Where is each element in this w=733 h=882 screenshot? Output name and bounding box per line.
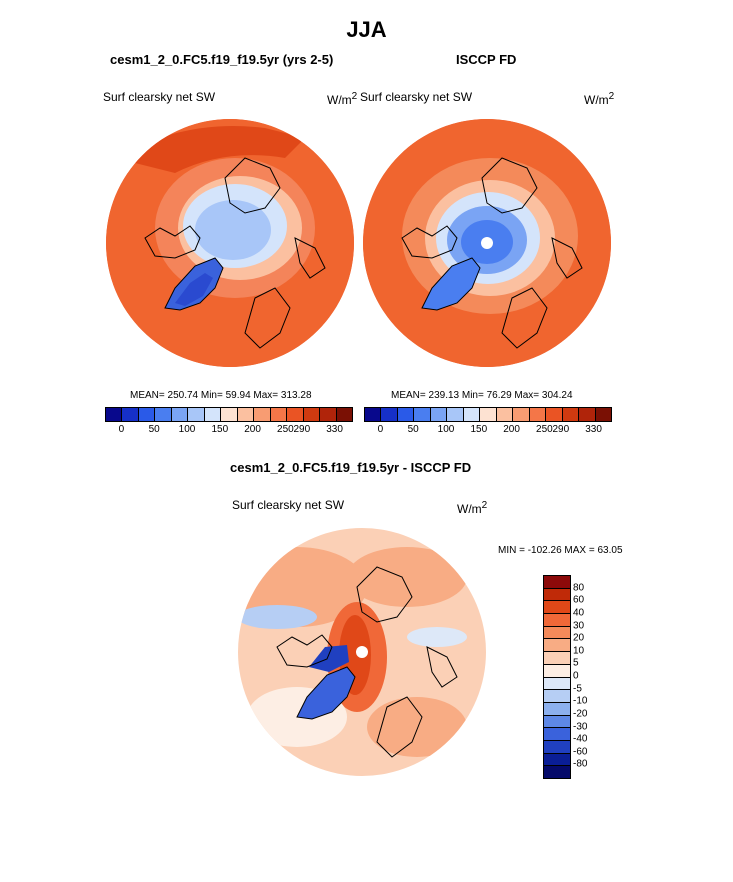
colorbar-swatch xyxy=(544,601,570,615)
colorbar-swatch xyxy=(365,408,382,421)
colorbar-tick-label: -30 xyxy=(573,721,588,732)
colorbar-swatch xyxy=(320,408,337,421)
left-variable-label: Surf clearsky net SW xyxy=(103,90,216,104)
right-stats: MEAN= 239.13 Min= 76.29 Max= 304.24 xyxy=(391,390,573,401)
colorbar-tick-label: 5 xyxy=(573,657,579,669)
colorbar-swatch xyxy=(544,702,570,716)
colorbar-tick-label: 290 xyxy=(552,424,570,435)
colorbar-tick-label: 100 xyxy=(437,424,455,435)
colorbar-tick-label: 80 xyxy=(573,582,585,594)
colorbar-tick-label: 150 xyxy=(211,424,229,435)
colorbar-tick-label: 50 xyxy=(407,424,419,435)
colorbar-tick-label: 100 xyxy=(178,424,196,435)
colorbar-tick-label: -20 xyxy=(573,708,588,720)
colorbar-swatch xyxy=(544,740,570,754)
colorbar-swatch xyxy=(562,408,580,421)
right-polar-map xyxy=(363,119,611,367)
colorbar-swatch xyxy=(171,408,189,421)
right-units-label: W/m2 xyxy=(584,91,615,107)
colorbar-swatch xyxy=(544,715,570,729)
colorbar-swatch xyxy=(544,614,570,627)
colorbar-tick-label: 290 xyxy=(293,424,311,435)
difference-polar-map xyxy=(238,528,486,776)
colorbar-tick-label: 250 xyxy=(277,424,294,435)
colorbar-swatch xyxy=(595,408,612,421)
left-stats: MEAN= 250.74 Min= 59.94 Max= 313.28 xyxy=(130,390,312,401)
colorbar-swatch xyxy=(579,408,596,421)
colorbar-swatch xyxy=(546,408,563,421)
colorbar-tick-label: 20 xyxy=(573,632,585,644)
left-coastlines xyxy=(144,157,326,349)
colorbar-swatch xyxy=(381,408,398,421)
colorbar-swatch xyxy=(155,408,172,421)
colorbar-swatch xyxy=(496,408,514,421)
colorbar-tick-label: 150 xyxy=(470,424,488,435)
colorbar-tick-label: 0 xyxy=(377,424,384,435)
colorbar-swatch xyxy=(480,408,497,421)
diff-minmax: MIN = -102.26 MAX = 63.05 xyxy=(498,545,623,556)
colorbar-swatch xyxy=(270,408,288,421)
colorbar-swatch xyxy=(463,408,481,421)
colorbar-tick-label: 250 xyxy=(536,424,553,435)
colorbar-tick-label: -80 xyxy=(573,758,588,770)
page-title: JJA xyxy=(346,17,387,42)
colorbar-swatch xyxy=(544,652,570,665)
colorbar-tick-label: 10 xyxy=(573,645,585,657)
colorbar-swatch xyxy=(544,639,570,653)
colorbar-swatch xyxy=(544,576,570,589)
colorbar-swatch xyxy=(544,690,570,703)
colorbar-tick-label: -10 xyxy=(573,695,588,707)
colorbar-swatch xyxy=(106,408,123,421)
colorbar-tick-label: 200 xyxy=(244,424,261,435)
colorbar-tick-label: 0 xyxy=(118,424,125,435)
colorbar-swatch xyxy=(544,626,570,640)
colorbar-swatch xyxy=(188,408,205,421)
colorbar-swatch xyxy=(336,408,353,421)
colorbar-swatch xyxy=(287,408,304,421)
colorbar-tick-label: 330 xyxy=(585,424,602,435)
right-colorbar xyxy=(364,407,612,422)
colorbar-swatch xyxy=(138,408,156,421)
colorbar-swatch xyxy=(544,753,570,767)
right-variable-label: Surf clearsky net SW xyxy=(360,90,473,104)
diff-variable-label: Surf clearsky net SW xyxy=(232,498,345,512)
colorbar-swatch xyxy=(430,408,448,421)
colorbar-swatch xyxy=(544,664,570,678)
colorbar-tick-label: 30 xyxy=(573,620,585,631)
left-colorbar xyxy=(105,407,353,422)
colorbar-tick-label: 200 xyxy=(503,424,520,435)
colorbar-swatch xyxy=(544,766,570,778)
colorbar-tick-label: -5 xyxy=(573,683,582,695)
colorbar-swatch xyxy=(529,408,547,421)
colorbar-swatch xyxy=(237,408,255,421)
colorbar-swatch xyxy=(221,408,238,421)
colorbar-swatch xyxy=(447,408,464,421)
colorbar-swatch xyxy=(397,408,415,421)
difference-title: cesm1_2_0.FC5.f19_f19.5yr - ISCCP FD xyxy=(230,460,472,475)
diff-coastlines xyxy=(276,566,458,758)
colorbar-swatch xyxy=(544,728,570,741)
colorbar-tick-label: 60 xyxy=(573,594,585,606)
colorbar-tick-label: -40 xyxy=(573,733,588,745)
colorbar-swatch xyxy=(414,408,431,421)
left-panel-title: cesm1_2_0.FC5.f19_f19.5yr (yrs 2-5) xyxy=(110,52,334,67)
difference-colorbar xyxy=(543,575,571,779)
colorbar-swatch xyxy=(513,408,530,421)
colorbar-swatch xyxy=(204,408,222,421)
colorbar-tick-label: -60 xyxy=(573,746,588,758)
colorbar-swatch xyxy=(254,408,271,421)
diff-units-label: W/m2 xyxy=(457,500,488,516)
left-units-label: W/m2 xyxy=(327,91,358,107)
right-coastlines xyxy=(401,157,583,349)
left-polar-map xyxy=(106,119,354,367)
colorbar-swatch xyxy=(303,408,321,421)
colorbar-swatch xyxy=(122,408,139,421)
colorbar-tick-label: 50 xyxy=(148,424,160,435)
colorbar-swatch xyxy=(544,677,570,691)
colorbar-tick-label: 40 xyxy=(573,607,585,619)
colorbar-tick-label: 0 xyxy=(573,670,579,682)
colorbar-swatch xyxy=(544,588,570,602)
right-panel-title: ISCCP FD xyxy=(456,52,517,67)
colorbar-tick-label: 330 xyxy=(326,424,343,435)
